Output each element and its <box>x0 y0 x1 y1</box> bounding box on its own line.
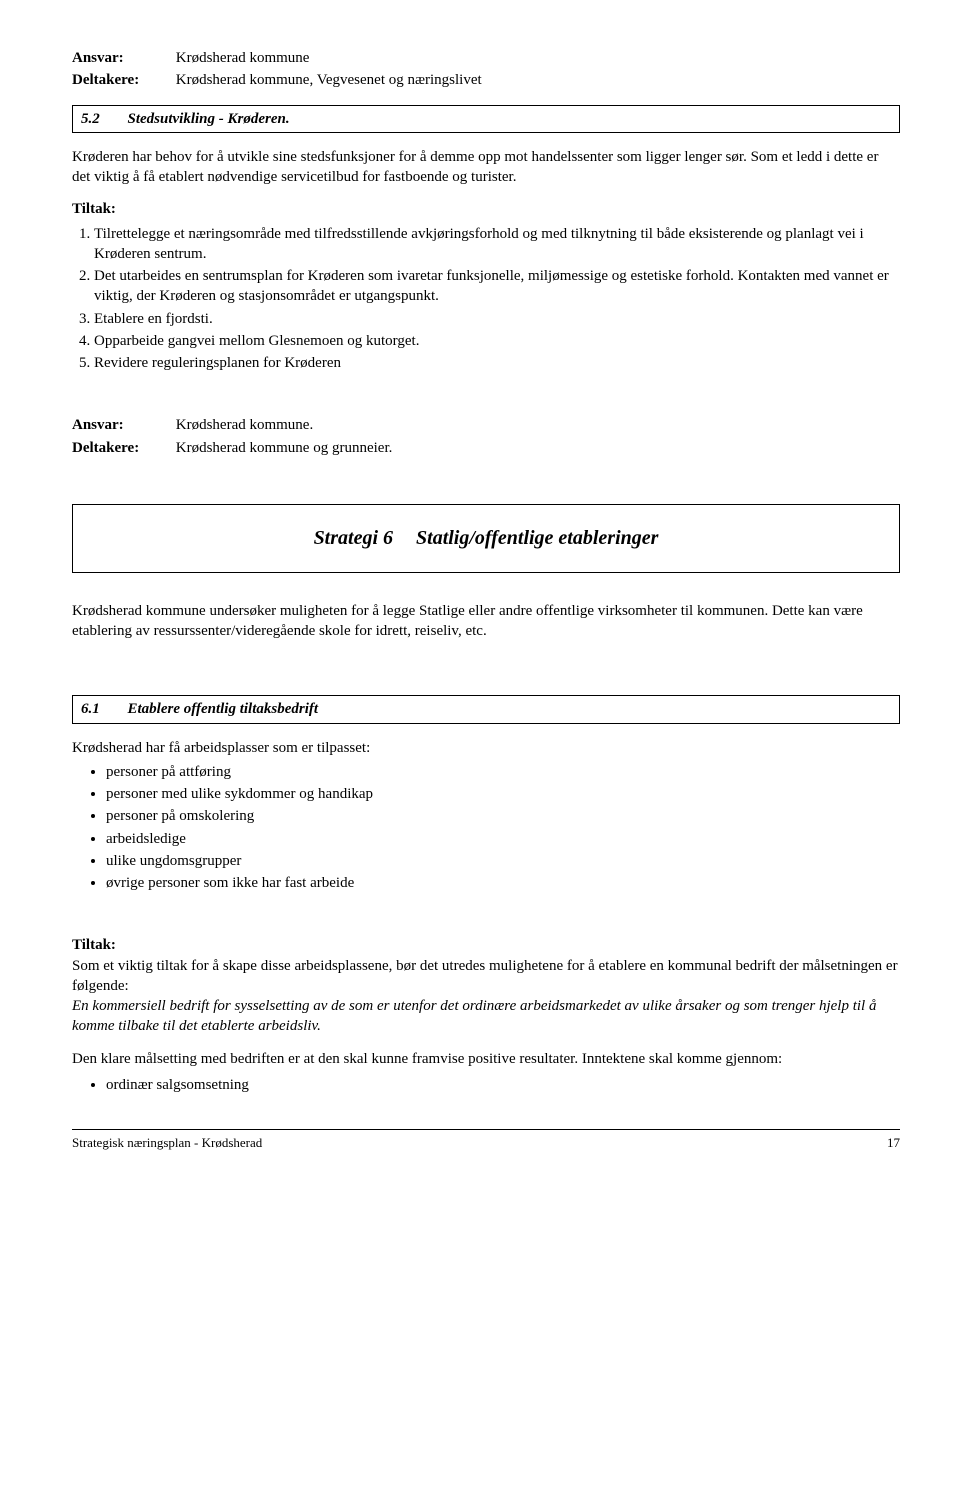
list-item: ulike ungdomsgrupper <box>106 851 900 871</box>
kv-row: Ansvar: Krødsherad kommune <box>72 48 900 68</box>
kv-value: Krødsherad kommune. <box>176 417 313 433</box>
kv-label: Ansvar: <box>72 415 172 435</box>
tiltak-6-1-lead: Som et viktig tiltak for å skape disse a… <box>72 956 900 997</box>
section-number: 5.2 <box>81 109 100 129</box>
strategy-heading-6: Strategi 6 Statlig/offentlige etablering… <box>72 504 900 573</box>
list-item: Opparbeide gangvei mellom Glesnemoen og … <box>94 331 900 351</box>
section-number: 6.1 <box>81 699 100 719</box>
footer-left: Strategisk næringsplan - Krødsherad <box>72 1134 262 1152</box>
header-kv-block: Ansvar: Krødsherad kommune Deltakere: Kr… <box>72 48 900 91</box>
intro-6-1: Krødsherad har få arbeidsplasser som er … <box>72 738 900 758</box>
strategy-number: Strategi 6 <box>314 525 393 552</box>
kv-row: Deltakere: Krødsherad kommune, Vegvesene… <box>72 70 900 90</box>
list-item: Tilrettelegge et næringsområde med tilfr… <box>94 224 900 265</box>
kv-label: Deltakere: <box>72 70 172 90</box>
footer-page-number: 17 <box>887 1134 900 1152</box>
list-item: ordinær salgsomsetning <box>106 1075 900 1095</box>
intro-paragraph-5-2: Krøderen har behov for å utvikle sine st… <box>72 147 900 188</box>
kv-row: Ansvar: Krødsherad kommune. <box>72 415 900 435</box>
kv-block-5-2: Ansvar: Krødsherad kommune. Deltakere: K… <box>72 415 900 458</box>
strategy-title: Statlig/offentlige etableringer <box>416 527 658 549</box>
kv-label: Ansvar: <box>72 48 172 68</box>
list-item: Revidere reguleringsplanen for Krøderen <box>94 353 900 373</box>
kv-row: Deltakere: Krødsherad kommune og grunnei… <box>72 438 900 458</box>
list-item: personer på omskolering <box>106 806 900 826</box>
kv-label: Deltakere: <box>72 438 172 458</box>
tiltak-label: Tiltak: <box>72 199 900 219</box>
list-item: personer med ulike sykdommer og handikap <box>106 784 900 804</box>
strategy-6-intro: Krødsherad kommune undersøker muligheten… <box>72 601 900 642</box>
tiltak-6-1-tail: Den klare målsetting med bedriften er at… <box>72 1049 900 1069</box>
tiltak-list-5-2: Tilrettelegge et næringsområde med tilfr… <box>72 224 900 374</box>
list-item: personer på attføring <box>106 762 900 782</box>
bullet-list-6-1-after: ordinær salgsomsetning <box>72 1075 900 1095</box>
section-title: Stedsutvikling - Krøderen. <box>128 111 290 127</box>
list-item: arbeidsledige <box>106 829 900 849</box>
list-item: øvrige personer som ikke har fast arbeid… <box>106 873 900 893</box>
section-heading-6-1: 6.1 Etablere offentlig tiltaksbedrift <box>72 695 900 723</box>
list-item: Det utarbeides en sentrumsplan for Krøde… <box>94 266 900 307</box>
list-item: Etablere en fjordsti. <box>94 309 900 329</box>
kv-value: Krødsherad kommune <box>176 50 310 66</box>
bullet-list-6-1: personer på attføring personer med ulike… <box>72 762 900 894</box>
tiltak-label: Tiltak: <box>72 935 900 955</box>
section-title: Etablere offentlig tiltaksbedrift <box>128 701 319 717</box>
kv-value: Krødsherad kommune, Vegvesenet og næring… <box>176 72 482 88</box>
section-heading-5-2: 5.2 Stedsutvikling - Krøderen. <box>72 105 900 133</box>
page-footer: Strategisk næringsplan - Krødsherad 17 <box>72 1129 900 1152</box>
kv-value: Krødsherad kommune og grunneier. <box>176 440 393 456</box>
tiltak-6-1-emph: En kommersiell bedrift for sysselsetting… <box>72 996 900 1037</box>
